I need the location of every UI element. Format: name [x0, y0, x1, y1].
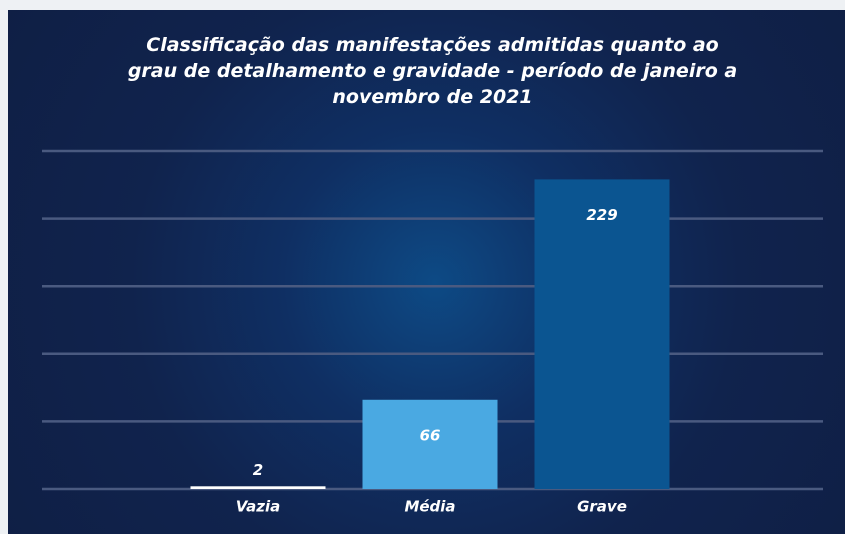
data-label: 229 [586, 206, 617, 224]
data-label: 2 [253, 461, 263, 479]
bar [362, 399, 498, 489]
x-tick-label: Vazia [236, 498, 281, 516]
bar [190, 486, 326, 489]
x-tick-label: Grave [577, 498, 627, 516]
chart-title: Classificação das manifestações admitida… [127, 34, 738, 108]
x-tick-label: Média [404, 498, 455, 516]
data-label: 66 [420, 426, 441, 444]
bar [534, 179, 670, 489]
